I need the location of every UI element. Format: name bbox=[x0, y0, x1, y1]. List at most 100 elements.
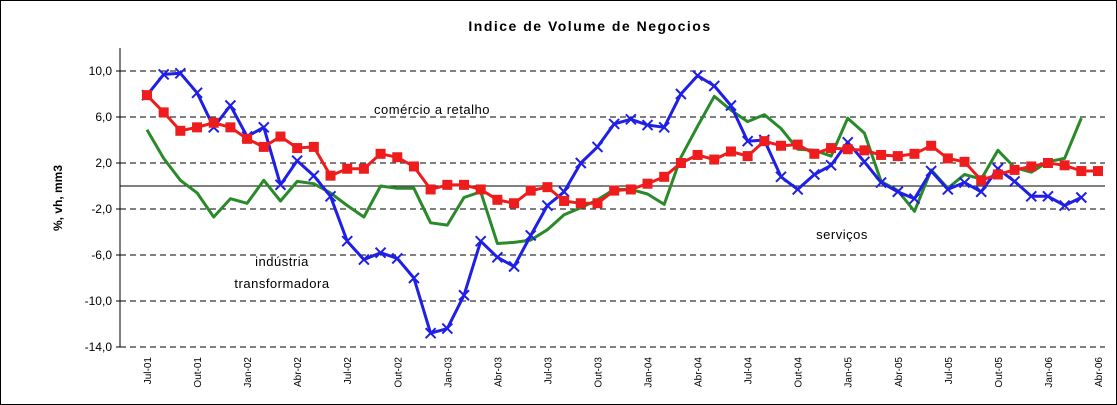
point-marker bbox=[142, 90, 152, 101]
point-marker bbox=[258, 121, 270, 134]
point-marker bbox=[858, 156, 871, 168]
point-marker bbox=[441, 322, 454, 335]
point-marker bbox=[741, 135, 754, 147]
point-marker bbox=[909, 148, 920, 159]
annotation: indústria bbox=[255, 254, 309, 269]
point-marker bbox=[341, 235, 353, 247]
point-marker bbox=[157, 68, 170, 81]
annotation: comércio a retalho bbox=[374, 102, 490, 117]
point-marker bbox=[959, 156, 970, 167]
point-marker bbox=[358, 253, 370, 266]
x-tick-label: Out-05 bbox=[994, 357, 1005, 388]
point-marker bbox=[525, 229, 537, 242]
point-marker bbox=[842, 144, 853, 155]
point-marker bbox=[658, 121, 670, 134]
point-marker bbox=[308, 169, 320, 182]
point-marker bbox=[525, 185, 536, 196]
point-marker bbox=[274, 179, 287, 191]
point-marker bbox=[358, 163, 369, 174]
point-marker bbox=[976, 175, 987, 186]
point-marker bbox=[708, 80, 720, 92]
point-marker bbox=[1042, 190, 1054, 203]
x-tick-label: Jan-02 bbox=[243, 357, 254, 388]
point-marker bbox=[1076, 166, 1087, 177]
point-marker bbox=[1026, 161, 1037, 172]
point-marker bbox=[242, 133, 253, 144]
point-marker bbox=[509, 198, 520, 209]
point-marker bbox=[425, 184, 436, 195]
point-marker bbox=[175, 125, 186, 136]
point-marker bbox=[625, 113, 637, 126]
point-marker bbox=[208, 117, 219, 128]
point-marker bbox=[641, 119, 654, 131]
y-tick-label: -2,0 bbox=[91, 202, 112, 216]
point-marker bbox=[809, 148, 820, 159]
point-marker bbox=[608, 118, 620, 130]
point-marker bbox=[492, 194, 503, 205]
point-marker bbox=[659, 171, 670, 182]
x-tick-label: Jul-03 bbox=[543, 357, 554, 385]
y-axis-label: %, vh, mm3 bbox=[51, 165, 65, 231]
point-marker bbox=[892, 186, 904, 198]
point-marker bbox=[374, 246, 387, 259]
point-marker bbox=[1008, 175, 1021, 188]
point-marker bbox=[424, 327, 437, 339]
point-marker bbox=[875, 176, 887, 189]
x-tick-label: Jan-06 bbox=[1044, 357, 1055, 388]
point-marker bbox=[692, 149, 703, 160]
x-tick-label: Jan-04 bbox=[644, 357, 655, 388]
y-tick-label: 2,0 bbox=[95, 156, 112, 170]
y-tick-label: -14,0 bbox=[85, 340, 113, 354]
point-marker bbox=[776, 140, 786, 151]
point-marker bbox=[908, 192, 921, 205]
point-marker bbox=[958, 176, 971, 189]
point-marker bbox=[291, 154, 303, 167]
point-marker bbox=[859, 145, 870, 156]
point-marker bbox=[709, 154, 720, 165]
x-tick-label: Jul-05 bbox=[944, 357, 955, 385]
y-tick-label: -10,0 bbox=[85, 294, 113, 308]
point-marker bbox=[542, 182, 553, 193]
point-marker bbox=[174, 67, 187, 80]
point-marker bbox=[1042, 158, 1053, 168]
x-tick-label: Out-03 bbox=[593, 357, 604, 388]
point-marker bbox=[926, 140, 937, 151]
x-tick-label: Jan-05 bbox=[844, 357, 855, 388]
x-tick-label: Abr-02 bbox=[293, 357, 304, 387]
x-tick-label: Jan-03 bbox=[443, 357, 454, 388]
point-marker bbox=[458, 289, 470, 301]
point-marker bbox=[391, 252, 403, 265]
point-marker bbox=[575, 198, 586, 209]
point-marker bbox=[474, 235, 487, 247]
series-line bbox=[145, 94, 1098, 205]
y-tick-label: 10,0 bbox=[89, 64, 113, 78]
point-marker bbox=[892, 151, 903, 162]
annotation: serviços bbox=[816, 227, 868, 242]
x-tick-label: Out-04 bbox=[794, 357, 805, 388]
point-marker bbox=[459, 179, 469, 190]
x-tick-label: Jul-04 bbox=[744, 357, 755, 385]
point-marker bbox=[258, 141, 269, 152]
point-marker bbox=[308, 141, 319, 152]
point-marker bbox=[992, 169, 1003, 180]
x-tick-label: Abr-06 bbox=[1094, 357, 1105, 387]
point-marker bbox=[691, 69, 704, 82]
point-marker bbox=[975, 186, 987, 198]
point-marker bbox=[191, 87, 203, 99]
point-marker bbox=[192, 122, 203, 133]
point-marker bbox=[442, 179, 453, 190]
point-marker bbox=[725, 99, 737, 112]
point-marker bbox=[592, 198, 603, 209]
x-tick-label: Jul-02 bbox=[343, 357, 354, 385]
x-tick-label: Out-02 bbox=[393, 357, 404, 388]
chart-title: Indice de Volume de Negocios bbox=[468, 18, 711, 34]
point-marker bbox=[392, 152, 403, 163]
point-marker bbox=[725, 146, 736, 157]
point-marker bbox=[491, 251, 504, 264]
point-marker bbox=[475, 184, 486, 195]
point-marker bbox=[541, 199, 554, 212]
point-marker bbox=[1009, 164, 1020, 175]
point-marker bbox=[575, 157, 587, 169]
